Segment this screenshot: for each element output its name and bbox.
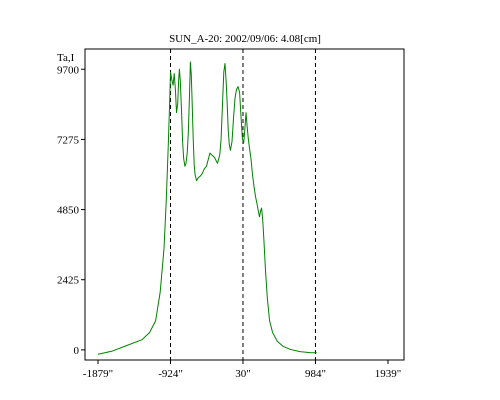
chart-title: SUN_A-20: 2002/09/06: 4.08[cm] (169, 33, 321, 45)
plot-frame (84, 48, 405, 361)
y-tick-label: 9700 (57, 64, 80, 76)
y-tick-label: 2425 (57, 275, 80, 287)
series-line (97, 61, 317, 355)
reference-lines (170, 49, 316, 360)
y-axis-ticks: 0 2425 4850 7275 9700 (57, 64, 85, 357)
x-tick-label: 30" (235, 368, 251, 380)
x-tick-label: 984" (305, 368, 326, 380)
x-tick-label: 1939" (375, 368, 402, 380)
y-tick-label: 0 (74, 345, 80, 357)
series-group (97, 61, 317, 355)
x-tick-label: -1879" (83, 368, 113, 380)
y-axis-label: Ta,I (57, 52, 75, 64)
y-tick-label: 4850 (57, 205, 80, 217)
x-axis-ticks: -1879" -924" 30" 984" 1939" (83, 360, 401, 380)
x-tick-label: -924" (158, 368, 183, 380)
y-tick-label: 7275 (57, 134, 80, 146)
